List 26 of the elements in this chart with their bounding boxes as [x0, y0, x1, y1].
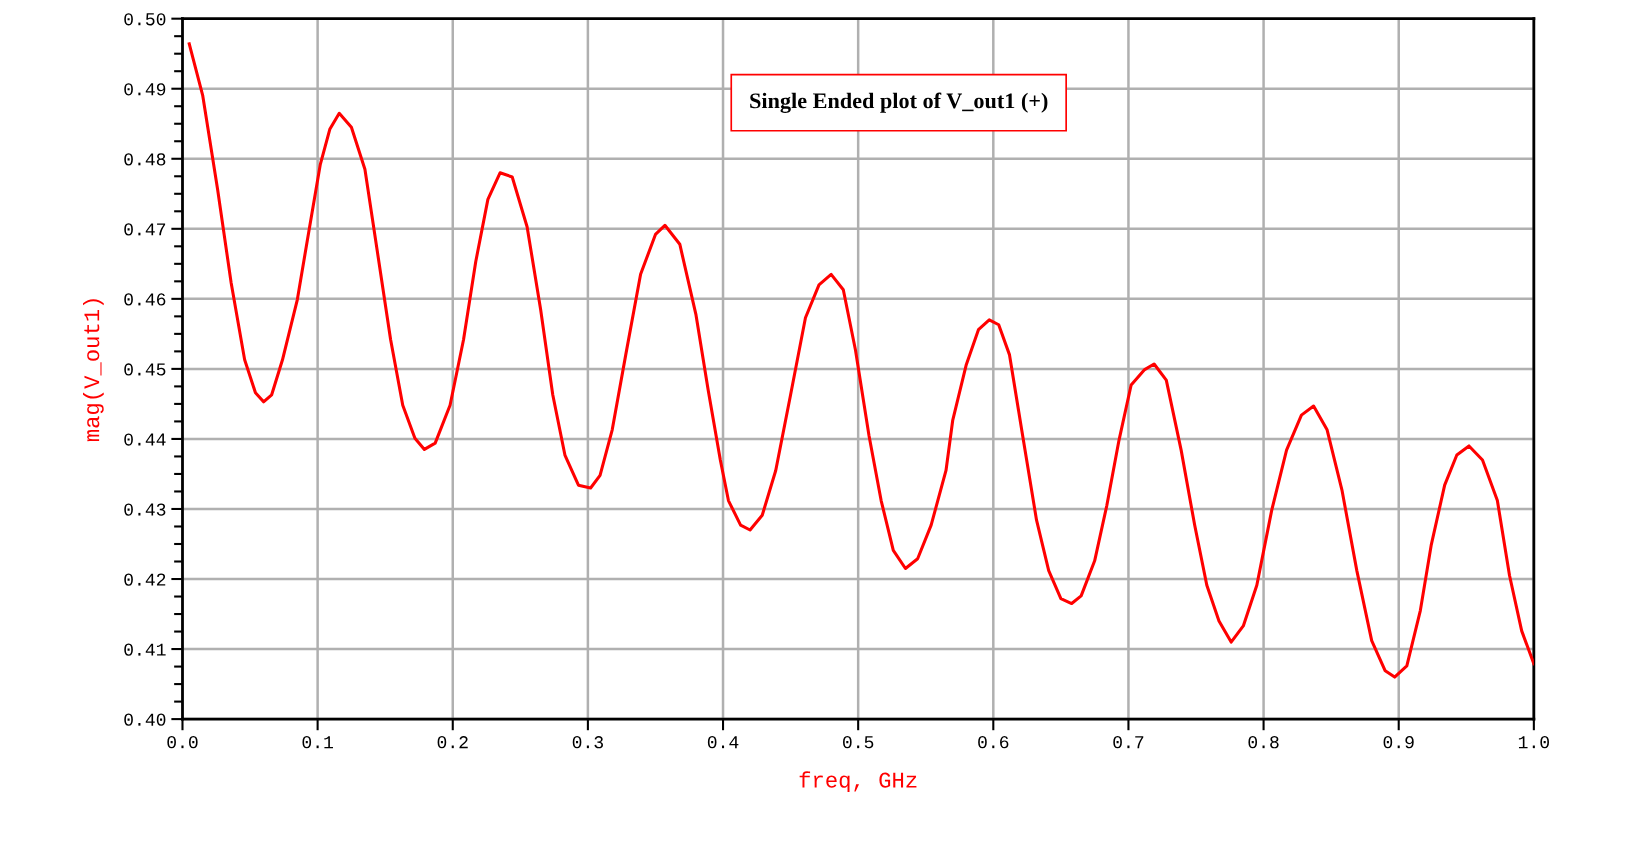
- y-tick-label: 0.50: [124, 13, 166, 26]
- annotation: Single Ended plot of V_out1 (+): [750, 92, 1048, 114]
- y-axis-title: mag(V_out1): [83, 299, 104, 442]
- x-tick-label: 0.8: [1248, 736, 1279, 749]
- y-tick-label: 0.41: [124, 643, 166, 656]
- x-tick-label: 0.7: [1113, 736, 1144, 749]
- y-tick-label: 0.45: [124, 363, 166, 376]
- x-axis-title: freq, GHz: [799, 771, 917, 793]
- y-tick-label: 0.46: [124, 293, 166, 306]
- x-tick-label: 0.9: [1383, 736, 1414, 749]
- y-tick-label: 0.43: [124, 503, 166, 516]
- x-tick-label: 1.0: [1518, 736, 1549, 749]
- y-tick-label: 0.42: [124, 573, 166, 586]
- x-tick-label: 0.4: [707, 736, 739, 749]
- x-tick-label: 0.6: [978, 736, 1009, 749]
- y-tick-label: 0.49: [124, 83, 166, 96]
- line-series: [187, 42, 1534, 679]
- x-tick-label: 0.5: [843, 736, 874, 749]
- y-tick-label: 0.44: [124, 433, 166, 446]
- x-tick-label: 0.0: [167, 736, 198, 749]
- x-tick-label: 0.1: [302, 736, 333, 749]
- x-tick-label: 0.3: [572, 736, 603, 749]
- y-tick-label: 0.48: [124, 153, 166, 166]
- y-tick-label: 0.47: [124, 223, 166, 236]
- x-tick-label: 0.2: [437, 736, 468, 749]
- y-tick-label: 0.40: [124, 713, 166, 726]
